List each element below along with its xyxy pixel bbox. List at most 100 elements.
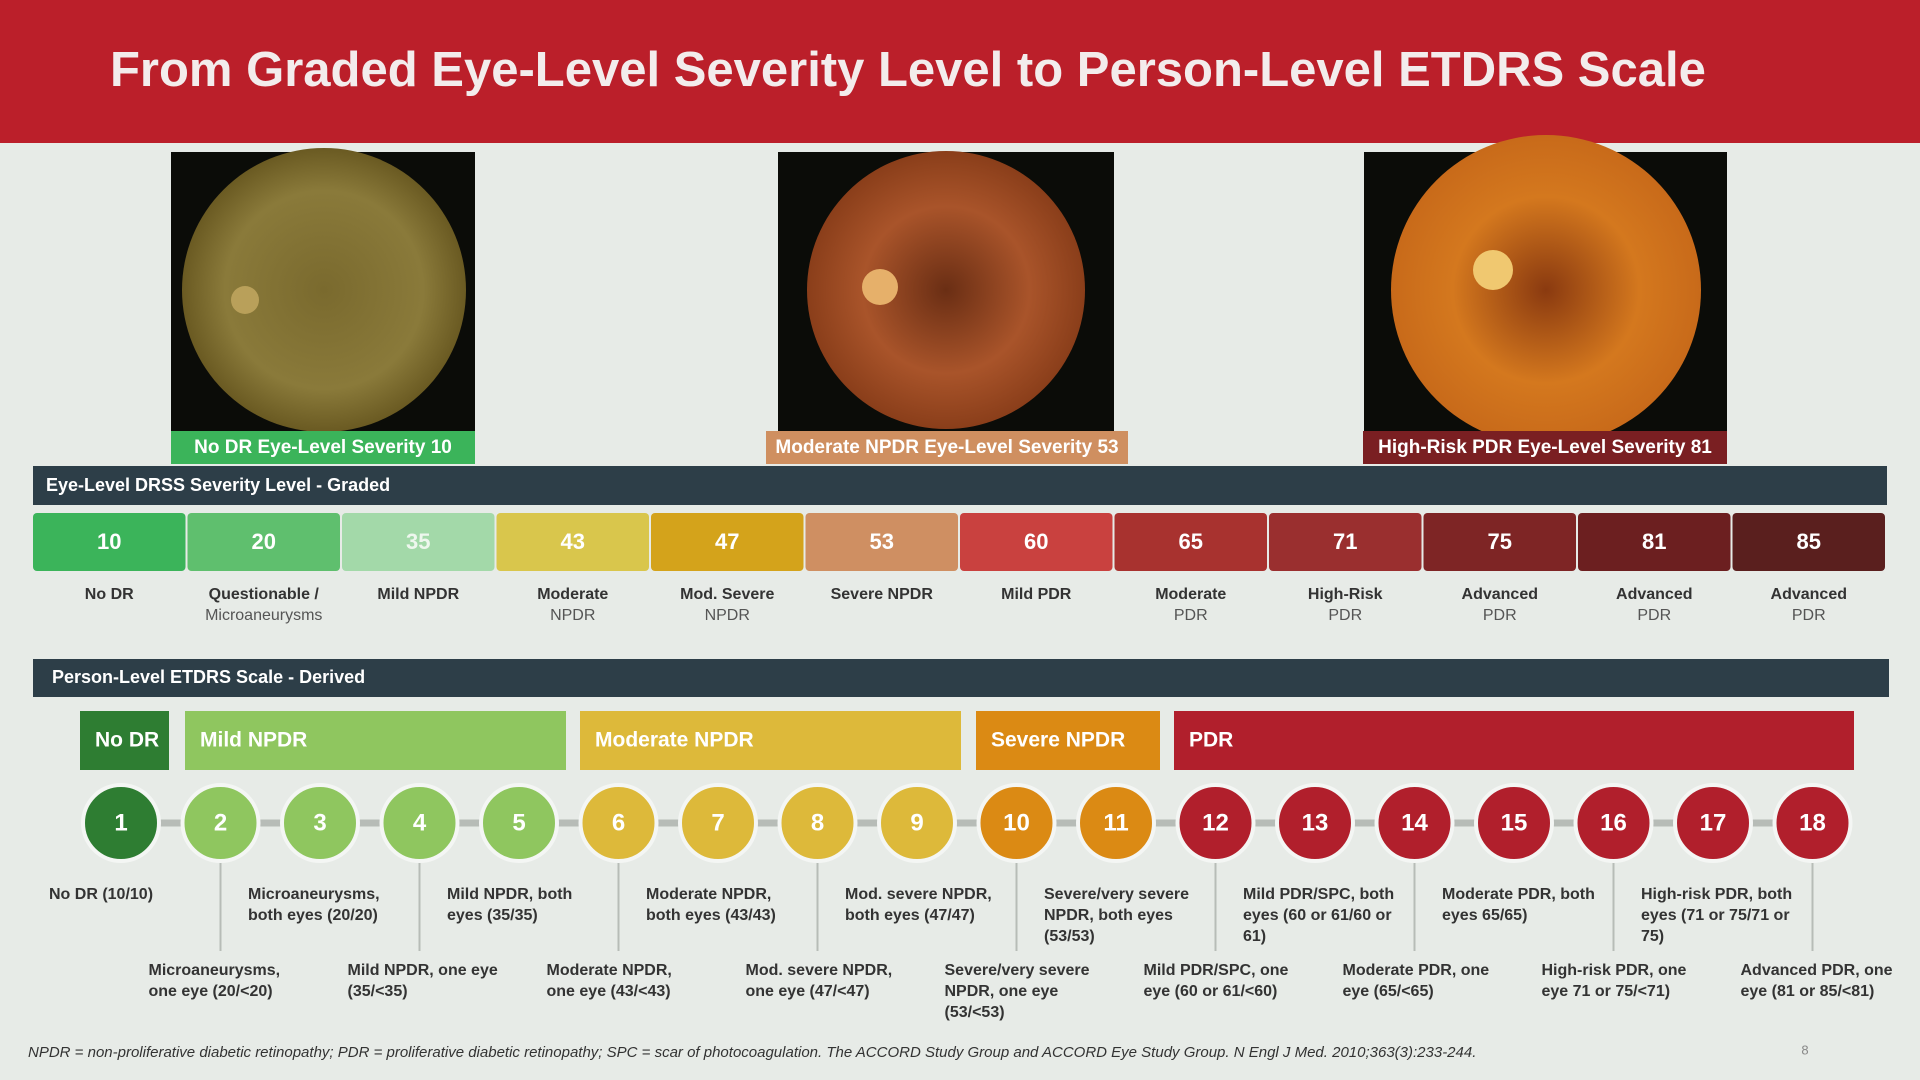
severity-box bbox=[1732, 513, 1885, 571]
group-label: No DR bbox=[95, 729, 159, 752]
step-circle bbox=[1573, 783, 1654, 863]
image-label: No DR Eye-Level Severity 10 bbox=[194, 437, 452, 458]
severity-box bbox=[1578, 513, 1731, 571]
severity-label: High-Risk bbox=[1308, 586, 1383, 603]
severity-box bbox=[496, 513, 649, 571]
section-heading-bar bbox=[33, 659, 1889, 697]
step-number: 17 bbox=[1700, 809, 1727, 836]
step-description: Severe/very severe bbox=[945, 962, 1090, 979]
severity-box bbox=[1423, 513, 1576, 571]
step-number: 13 bbox=[1302, 809, 1329, 836]
image-label: Moderate NPDR Eye-Level Severity 53 bbox=[775, 437, 1118, 458]
step-description: 75) bbox=[1641, 928, 1664, 945]
image-label-box bbox=[766, 431, 1128, 464]
image-label-box bbox=[171, 431, 475, 464]
step-description: one eye (47/<47) bbox=[746, 983, 870, 1000]
step-description: eyes (71 or 75/71 or bbox=[1641, 907, 1790, 924]
group-label: Moderate NPDR bbox=[595, 729, 754, 752]
section-heading: Eye-Level DRSS Severity Level - Graded bbox=[46, 475, 390, 495]
step-number: 18 bbox=[1799, 809, 1826, 836]
step-description: (35/<35) bbox=[348, 983, 408, 1000]
severity-box bbox=[1269, 513, 1422, 571]
severity-box bbox=[805, 513, 958, 571]
step-number: 4 bbox=[413, 809, 427, 836]
severity-value: 43 bbox=[561, 529, 585, 554]
severity-label: PDR bbox=[1174, 607, 1208, 624]
severity-value: 47 bbox=[715, 529, 739, 554]
step-description: Microaneurysms, bbox=[248, 886, 380, 903]
footnote: NPDR = non-proliferative diabetic retino… bbox=[28, 1044, 1476, 1061]
severity-label: Advanced bbox=[1771, 586, 1847, 603]
step-description: NPDR, both eyes bbox=[1044, 907, 1173, 924]
step-number: 3 bbox=[313, 809, 326, 836]
severity-box bbox=[1114, 513, 1267, 571]
step-description: Mild PDR/SPC, one bbox=[1144, 962, 1289, 979]
step-number: 8 bbox=[811, 809, 824, 836]
step-description: eye (81 or 85/<81) bbox=[1741, 983, 1875, 1000]
severity-value: 75 bbox=[1488, 529, 1512, 554]
step-number: 12 bbox=[1202, 809, 1229, 836]
group-label: Severe NPDR bbox=[991, 729, 1125, 752]
severity-label: Advanced bbox=[1616, 586, 1692, 603]
step-circle bbox=[81, 783, 161, 863]
group-label: Mild NPDR bbox=[200, 729, 307, 752]
severity-label: PDR bbox=[1637, 607, 1671, 624]
fundus-image bbox=[807, 151, 1085, 429]
severity-label: Mod. Severe bbox=[680, 586, 774, 603]
step-circle bbox=[479, 783, 559, 863]
step-description: High-risk PDR, one bbox=[1542, 962, 1687, 979]
step-circle bbox=[1175, 783, 1256, 863]
step-description: Severe/very severe bbox=[1044, 886, 1189, 903]
step-description: (53/<53) bbox=[945, 1004, 1005, 1021]
step-description: Moderate PDR, both bbox=[1442, 886, 1595, 903]
severity-box bbox=[342, 513, 495, 571]
step-circle bbox=[1374, 783, 1455, 863]
severity-box bbox=[187, 513, 340, 571]
step-description: eye 71 or 75/<71) bbox=[1542, 983, 1671, 1000]
step-description: one eye (20/<20) bbox=[149, 983, 273, 1000]
severity-label: PDR bbox=[1328, 607, 1362, 624]
step-description: Moderate NPDR, bbox=[646, 886, 771, 903]
step-description: both eyes (43/43) bbox=[646, 907, 776, 924]
step-description: Microaneurysms, bbox=[149, 962, 281, 979]
step-circle bbox=[877, 783, 957, 863]
step-circle bbox=[1474, 783, 1554, 863]
severity-label: PDR bbox=[1483, 607, 1517, 624]
severity-label: Advanced bbox=[1462, 586, 1538, 603]
severity-label: NPDR bbox=[705, 607, 750, 624]
step-description: Mild NPDR, both bbox=[447, 886, 572, 903]
step-circle bbox=[976, 783, 1057, 863]
optic-disc bbox=[1473, 250, 1513, 290]
step-number: 6 bbox=[612, 809, 625, 836]
severity-label: Moderate bbox=[537, 586, 608, 603]
slide-title: From Graded Eye-Level Severity Level to … bbox=[110, 43, 1706, 97]
severity-label: No DR bbox=[85, 586, 134, 603]
step-description: eyes (60 or 61/60 or bbox=[1243, 907, 1392, 924]
step-description: No DR (10/10) bbox=[49, 886, 153, 903]
step-description: Moderate NPDR, bbox=[547, 962, 672, 979]
step-description: Advanced PDR, one bbox=[1741, 962, 1893, 979]
step-number: 5 bbox=[512, 809, 525, 836]
severity-value: 10 bbox=[97, 529, 121, 554]
severity-value: 85 bbox=[1797, 529, 1821, 554]
step-description: Moderate PDR, one bbox=[1343, 962, 1490, 979]
step-description: both eyes (20/20) bbox=[248, 907, 378, 924]
step-description: eye (65/<65) bbox=[1343, 983, 1434, 1000]
severity-label: Mild PDR bbox=[1001, 586, 1072, 603]
severity-value: 53 bbox=[870, 529, 894, 554]
fundus-image bbox=[1391, 135, 1701, 445]
step-circle bbox=[1772, 783, 1853, 863]
step-number: 7 bbox=[711, 809, 724, 836]
severity-label: NPDR bbox=[550, 607, 595, 624]
group-bar bbox=[185, 711, 566, 770]
severity-value: 81 bbox=[1642, 529, 1666, 554]
severity-value: 71 bbox=[1333, 529, 1357, 554]
step-circle bbox=[1275, 783, 1355, 863]
step-number: 14 bbox=[1401, 809, 1428, 836]
step-circle bbox=[678, 783, 758, 863]
severity-label: Moderate bbox=[1155, 586, 1226, 603]
group-bar bbox=[1174, 711, 1854, 770]
step-circle bbox=[777, 783, 858, 863]
step-description: eye (60 or 61/<60) bbox=[1144, 983, 1278, 1000]
